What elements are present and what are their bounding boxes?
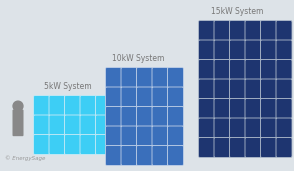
FancyBboxPatch shape <box>276 40 292 60</box>
FancyBboxPatch shape <box>136 87 153 107</box>
FancyBboxPatch shape <box>136 126 153 146</box>
FancyBboxPatch shape <box>198 118 215 138</box>
FancyBboxPatch shape <box>152 146 168 166</box>
FancyBboxPatch shape <box>260 21 276 41</box>
FancyBboxPatch shape <box>260 137 276 157</box>
FancyBboxPatch shape <box>80 95 96 115</box>
FancyBboxPatch shape <box>276 60 292 80</box>
FancyBboxPatch shape <box>260 60 276 80</box>
FancyBboxPatch shape <box>276 21 292 41</box>
FancyBboxPatch shape <box>121 87 137 107</box>
FancyBboxPatch shape <box>96 115 111 135</box>
FancyBboxPatch shape <box>260 40 276 60</box>
FancyBboxPatch shape <box>136 107 153 127</box>
FancyBboxPatch shape <box>230 60 245 80</box>
FancyBboxPatch shape <box>168 146 183 166</box>
FancyBboxPatch shape <box>198 60 215 80</box>
Text: 15kW System: 15kW System <box>211 7 263 16</box>
FancyBboxPatch shape <box>168 87 183 107</box>
FancyBboxPatch shape <box>214 21 230 41</box>
FancyBboxPatch shape <box>121 146 137 166</box>
FancyBboxPatch shape <box>152 68 168 88</box>
FancyBboxPatch shape <box>34 135 49 155</box>
FancyBboxPatch shape <box>168 68 183 88</box>
FancyBboxPatch shape <box>245 21 261 41</box>
FancyBboxPatch shape <box>106 68 121 88</box>
FancyBboxPatch shape <box>198 21 215 41</box>
FancyBboxPatch shape <box>276 79 292 99</box>
FancyBboxPatch shape <box>276 137 292 157</box>
FancyBboxPatch shape <box>198 40 215 60</box>
FancyBboxPatch shape <box>64 115 81 135</box>
Text: 10kW System: 10kW System <box>112 54 164 63</box>
FancyBboxPatch shape <box>230 137 245 157</box>
FancyBboxPatch shape <box>245 118 261 138</box>
FancyBboxPatch shape <box>34 95 49 115</box>
FancyBboxPatch shape <box>260 118 276 138</box>
FancyBboxPatch shape <box>198 137 215 157</box>
FancyBboxPatch shape <box>49 95 65 115</box>
FancyBboxPatch shape <box>106 107 121 127</box>
FancyBboxPatch shape <box>214 137 230 157</box>
FancyBboxPatch shape <box>96 95 111 115</box>
FancyBboxPatch shape <box>245 79 261 99</box>
FancyBboxPatch shape <box>152 126 168 146</box>
FancyBboxPatch shape <box>230 40 245 60</box>
FancyBboxPatch shape <box>260 98 276 119</box>
FancyBboxPatch shape <box>214 118 230 138</box>
Text: © EnergySage: © EnergySage <box>5 155 45 161</box>
FancyBboxPatch shape <box>198 98 215 119</box>
FancyBboxPatch shape <box>245 98 261 119</box>
FancyBboxPatch shape <box>214 98 230 119</box>
FancyBboxPatch shape <box>121 107 137 127</box>
FancyBboxPatch shape <box>13 109 24 136</box>
FancyBboxPatch shape <box>80 115 96 135</box>
Text: 5kW System: 5kW System <box>44 82 92 91</box>
FancyBboxPatch shape <box>49 135 65 155</box>
Circle shape <box>13 101 23 111</box>
FancyBboxPatch shape <box>106 87 121 107</box>
FancyBboxPatch shape <box>136 68 153 88</box>
FancyBboxPatch shape <box>245 137 261 157</box>
FancyBboxPatch shape <box>214 79 230 99</box>
FancyBboxPatch shape <box>168 107 183 127</box>
FancyBboxPatch shape <box>168 126 183 146</box>
FancyBboxPatch shape <box>64 95 81 115</box>
FancyBboxPatch shape <box>198 79 215 99</box>
FancyBboxPatch shape <box>121 126 137 146</box>
FancyBboxPatch shape <box>106 126 121 146</box>
FancyBboxPatch shape <box>49 115 65 135</box>
FancyBboxPatch shape <box>106 146 121 166</box>
FancyBboxPatch shape <box>214 60 230 80</box>
FancyBboxPatch shape <box>152 87 168 107</box>
FancyBboxPatch shape <box>276 98 292 119</box>
FancyBboxPatch shape <box>64 135 81 155</box>
FancyBboxPatch shape <box>230 79 245 99</box>
FancyBboxPatch shape <box>230 98 245 119</box>
FancyBboxPatch shape <box>214 40 230 60</box>
FancyBboxPatch shape <box>136 146 153 166</box>
FancyBboxPatch shape <box>80 135 96 155</box>
FancyBboxPatch shape <box>245 40 261 60</box>
FancyBboxPatch shape <box>230 21 245 41</box>
FancyBboxPatch shape <box>245 60 261 80</box>
FancyBboxPatch shape <box>121 68 137 88</box>
FancyBboxPatch shape <box>260 79 276 99</box>
FancyBboxPatch shape <box>230 118 245 138</box>
FancyBboxPatch shape <box>96 135 111 155</box>
FancyBboxPatch shape <box>276 118 292 138</box>
FancyBboxPatch shape <box>152 107 168 127</box>
FancyBboxPatch shape <box>34 115 49 135</box>
